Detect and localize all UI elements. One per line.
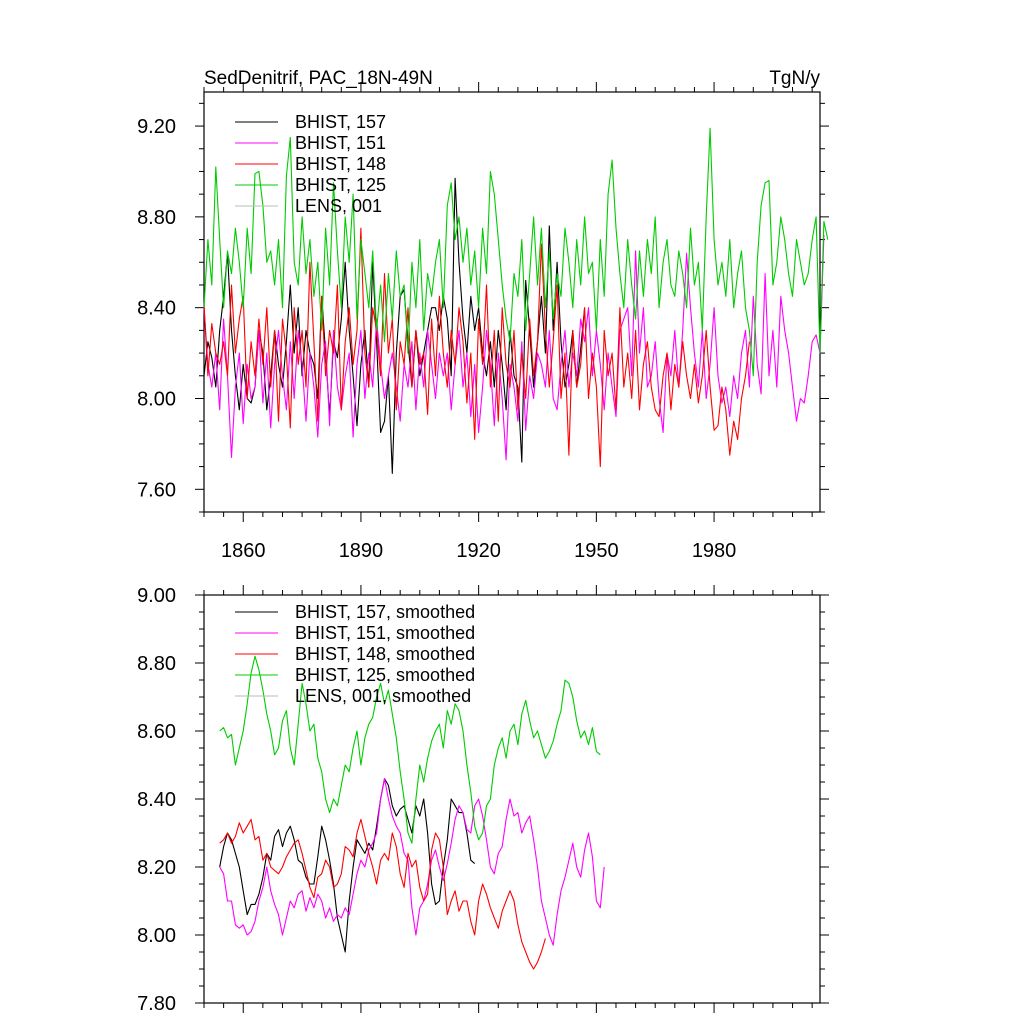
y-tick-label: 8.60 (137, 721, 176, 743)
series-line-bhist-157-smoothed (219, 778, 476, 953)
legend-label: BHIST, 148, smoothed (295, 644, 475, 664)
y-tick-label: 8.40 (137, 298, 176, 320)
series-line-bhist-148 (203, 227, 750, 468)
y-tick-label: 8.80 (137, 207, 176, 229)
series-line-bhist-157 (203, 177, 586, 474)
series-line-bhist-151-smoothed (219, 778, 605, 946)
y-tick-label: 8.00 (137, 388, 176, 410)
legend-label: BHIST, 157, smoothed (295, 602, 475, 622)
series-group-top (203, 127, 829, 474)
x-tick-label: 1920 (456, 540, 501, 562)
series-group-bottom (219, 655, 605, 970)
y-tick-label: 8.20 (137, 857, 176, 879)
axes-ticks-bottom: 7.80 8.00 8.20 8.40 8.60 8.80 9.00 (137, 585, 829, 1015)
legend-label: BHIST, 157 (295, 112, 386, 132)
y-tick-label: 7.80 (137, 993, 176, 1015)
x-tick-label: 1890 (339, 540, 384, 562)
series-line-bhist-125-smoothed (219, 655, 601, 844)
legend-label: BHIST, 148 (295, 154, 386, 174)
y-tick-label: 7.60 (137, 479, 176, 501)
x-tick-label: 1980 (692, 540, 737, 562)
panel-top-raw: SedDenitrif, PAC_18N-49N TgN/y 7.60 8.00 8… (137, 68, 829, 562)
legend-label: BHIST, 125 (295, 175, 386, 195)
axes-ticks-top: 7.60 8.00 8.40 8.80 9.20 1860 1890 1920 1950 1980 (137, 82, 829, 562)
legend-label: LENS, 001 (295, 196, 382, 216)
y-tick-label: 9.00 (137, 585, 176, 607)
legend-label: BHIST, 125, smoothed (295, 665, 475, 685)
y-tick-label: 8.40 (137, 789, 176, 811)
units-label: TgN/y (769, 68, 820, 89)
panel-bottom-smoothed: 7.80 8.00 8.20 8.40 8.60 8.80 9.00 BHIST, 157,… (137, 585, 829, 1015)
chart-title: SedDenitrif, PAC_18N-49N (204, 68, 433, 89)
legend-label: LENS, 001, smoothed (295, 686, 471, 706)
y-tick-label: 8.80 (137, 653, 176, 675)
x-tick-label: 1860 (221, 540, 266, 562)
x-tick-label: 1950 (574, 540, 619, 562)
legend-label: BHIST, 151, smoothed (295, 623, 475, 643)
series-line-bhist-148-smoothed (219, 818, 546, 970)
series-line-bhist-125 (203, 127, 829, 377)
legend-label: BHIST, 151 (295, 133, 386, 153)
series-line-bhist-151 (203, 234, 825, 461)
y-tick-label: 8.00 (137, 925, 176, 947)
y-tick-label: 9.20 (137, 116, 176, 138)
